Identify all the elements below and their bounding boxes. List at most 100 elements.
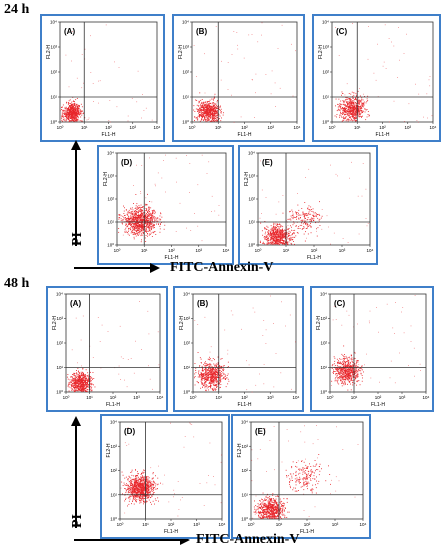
data-point xyxy=(83,384,84,386)
data-point xyxy=(205,115,206,116)
data-point xyxy=(278,228,280,230)
data-point xyxy=(273,232,275,233)
data-point xyxy=(345,99,347,101)
data-point xyxy=(150,219,152,221)
data-point xyxy=(275,238,277,240)
data-point xyxy=(288,235,290,236)
data-point xyxy=(207,117,209,119)
data-point xyxy=(145,208,147,209)
data-point xyxy=(140,219,142,221)
data-point xyxy=(204,53,205,55)
data-point xyxy=(355,113,357,114)
data-point xyxy=(284,236,286,238)
data-point xyxy=(356,108,358,110)
data-point xyxy=(127,211,129,213)
data-point xyxy=(205,390,207,391)
data-point xyxy=(204,107,206,108)
data-point xyxy=(326,215,328,217)
data-point xyxy=(79,105,80,107)
data-point xyxy=(140,229,142,231)
data-point xyxy=(295,213,297,215)
data-point xyxy=(127,233,129,235)
data-point xyxy=(149,157,150,159)
data-point xyxy=(207,379,209,380)
data-point xyxy=(150,226,152,227)
data-point xyxy=(203,101,205,103)
data-point xyxy=(196,76,197,77)
data-point xyxy=(279,226,281,227)
data-point xyxy=(153,227,155,229)
data-point xyxy=(201,99,203,100)
data-point xyxy=(126,226,128,228)
data-point xyxy=(208,105,210,107)
data-point xyxy=(282,237,284,239)
data-point xyxy=(357,195,359,197)
data-point xyxy=(385,68,387,69)
data-point xyxy=(68,119,69,120)
data-point xyxy=(352,105,354,107)
data-point xyxy=(140,224,141,226)
data-point xyxy=(233,31,235,32)
data-point xyxy=(76,387,78,389)
data-point xyxy=(135,235,137,237)
data-point xyxy=(357,105,359,106)
data-point xyxy=(70,113,72,114)
data-point xyxy=(267,226,269,228)
data-point xyxy=(355,119,356,121)
data-point xyxy=(201,112,203,113)
data-point xyxy=(273,226,274,227)
data-point xyxy=(286,226,287,228)
data-point xyxy=(128,218,130,220)
data-point xyxy=(179,202,181,204)
data-point xyxy=(74,378,76,379)
data-point xyxy=(208,368,209,370)
data-point xyxy=(61,109,62,110)
data-point xyxy=(136,211,138,212)
data-point xyxy=(148,224,150,226)
data-point xyxy=(137,228,138,230)
scatter-points xyxy=(118,154,220,243)
data-point xyxy=(134,217,135,218)
data-point xyxy=(342,93,344,94)
data-point xyxy=(72,117,74,119)
data-point xyxy=(343,104,345,106)
data-point xyxy=(81,377,83,379)
data-point xyxy=(152,388,153,390)
data-point xyxy=(345,101,347,103)
data-point xyxy=(353,92,355,94)
data-point xyxy=(212,106,214,108)
data-point xyxy=(223,368,225,370)
data-point xyxy=(304,214,305,216)
data-point xyxy=(302,220,304,222)
data-point xyxy=(130,358,132,359)
data-point xyxy=(141,223,143,225)
data-point xyxy=(280,237,282,239)
data-point xyxy=(255,92,256,94)
data-point xyxy=(292,224,294,226)
data-point xyxy=(155,185,156,187)
data-point xyxy=(216,371,218,373)
data-point xyxy=(276,230,278,232)
data-point xyxy=(351,91,353,93)
data-point xyxy=(78,387,80,389)
data-point xyxy=(264,238,265,240)
data-point xyxy=(265,228,267,230)
data-point xyxy=(147,227,149,228)
data-point xyxy=(342,100,344,102)
data-point xyxy=(70,117,72,119)
data-point xyxy=(356,115,357,117)
data-point xyxy=(202,111,204,113)
data-point xyxy=(279,232,280,233)
data-point xyxy=(353,117,355,118)
data-point xyxy=(196,381,198,382)
data-point xyxy=(204,113,206,115)
data-point xyxy=(213,105,214,106)
data-point xyxy=(65,106,67,108)
data-point xyxy=(73,116,75,118)
data-point xyxy=(347,109,349,111)
data-point xyxy=(309,220,311,222)
data-point xyxy=(278,229,280,231)
data-point xyxy=(72,380,74,382)
data-point xyxy=(265,238,267,240)
data-point xyxy=(176,181,177,183)
